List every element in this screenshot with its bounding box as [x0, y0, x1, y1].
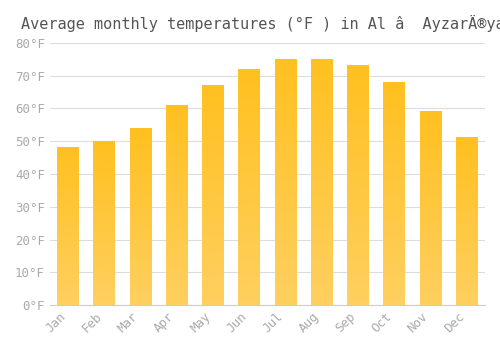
Title: Average monthly temperatures (°F ) in Al â  AyzarÄ®yah: Average monthly temperatures (°F ) in Al…: [21, 15, 500, 32]
